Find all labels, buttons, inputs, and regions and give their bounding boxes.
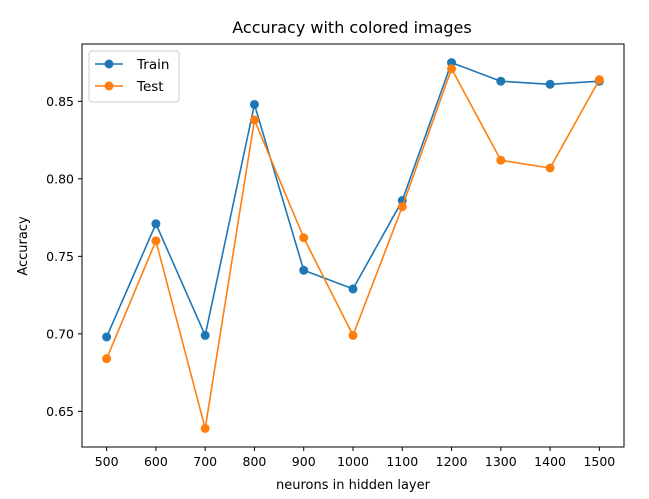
test-data-point — [102, 354, 112, 364]
legend-train-label: Train — [136, 57, 169, 73]
legend-test-marker — [104, 81, 114, 91]
train-data-point — [151, 219, 161, 229]
train-data-point — [200, 330, 210, 340]
x-tick-label: 800 — [243, 454, 267, 469]
train-data-point — [348, 284, 358, 294]
y-tick-label: 0.80 — [46, 171, 74, 186]
test-data-point — [348, 330, 358, 340]
test-data-point — [151, 236, 161, 246]
y-tick-label: 0.70 — [46, 326, 74, 341]
train-data-point — [102, 332, 112, 342]
x-tick-label: 900 — [292, 454, 316, 469]
train-data-point — [496, 76, 506, 86]
x-tick-label: 500 — [95, 454, 119, 469]
test-data-point — [545, 163, 555, 173]
y-tick-label: 0.75 — [46, 249, 74, 264]
x-tick-label: 1500 — [583, 454, 615, 469]
x-tick-label: 1100 — [386, 454, 418, 469]
y-tick-label: 0.85 — [46, 94, 74, 109]
series-layer — [102, 58, 604, 433]
train-data-point — [447, 58, 457, 68]
train-data-point — [545, 79, 555, 89]
x-axis: 500 600 700 800 900 1000 1100 1200 1300 1400 1500 — [95, 447, 615, 469]
train-data-point — [299, 265, 309, 275]
x-tick-label: 600 — [144, 454, 168, 469]
y-tick-label: 0.65 — [46, 404, 74, 419]
x-tick-label: 1200 — [436, 454, 468, 469]
legend: Train Test — [88, 50, 180, 103]
x-tick-label: 1400 — [534, 454, 566, 469]
x-tick-label: 700 — [193, 454, 217, 469]
y-axis-title: Accuracy — [16, 216, 31, 276]
test-data-point — [397, 202, 407, 212]
test-data-point — [496, 155, 506, 165]
chart-title: Accuracy with colored images — [232, 18, 471, 37]
y-axis: 0.65 0.70 0.75 0.80 0.85 — [46, 94, 82, 419]
x-tick-label: 1300 — [485, 454, 517, 469]
legend-test-label: Test — [136, 79, 164, 95]
x-axis-title: neurons in hidden layer — [276, 478, 431, 493]
test-data-point — [447, 64, 457, 74]
test-data-point — [299, 233, 309, 243]
test-data-point — [200, 423, 210, 433]
test-data-point — [594, 75, 604, 85]
test-data-point — [249, 115, 259, 125]
train-data-point — [249, 99, 259, 109]
legend-train-marker — [104, 59, 114, 69]
x-tick-label: 1000 — [337, 454, 369, 469]
